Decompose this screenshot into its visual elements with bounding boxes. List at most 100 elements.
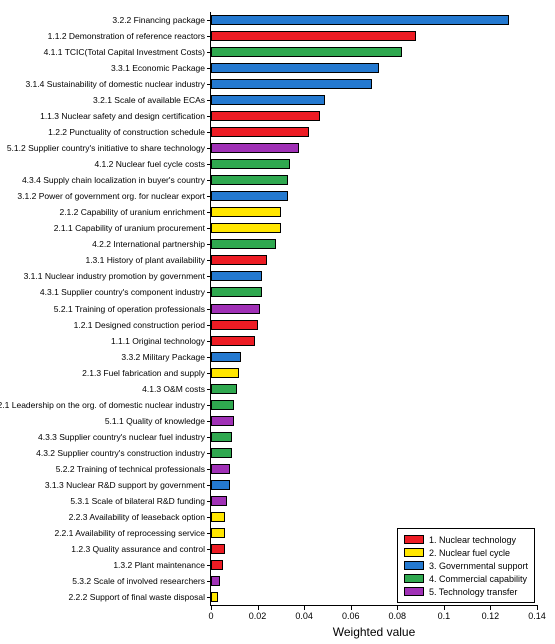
bar-label: 2.2.1 Availability of reprocessing servi… <box>54 529 211 538</box>
bar-label: 2.2.2 Support of final waste disposal <box>68 593 211 602</box>
bar-label: 1.2.2 Punctuality of construction schedu… <box>48 128 211 137</box>
bar <box>211 544 225 554</box>
bar-row: 4.1.1 TCIC(Total Capital Investment Cost… <box>211 45 537 59</box>
bar-row: 4.3.2 Supplier country's construction in… <box>211 446 537 460</box>
bar <box>211 15 509 25</box>
bar <box>211 31 416 41</box>
bar <box>211 560 223 570</box>
bar <box>211 111 320 121</box>
x-tick-label: 0.06 <box>342 611 360 621</box>
bar <box>211 191 288 201</box>
bar-row: 2.1.2 Capability of uranium enrichment <box>211 205 537 219</box>
bar-row: 1.2.2 Punctuality of construction schedu… <box>211 125 537 139</box>
bar-label: 1.1.2 Demonstration of reference reactor… <box>48 32 211 41</box>
bar-label: 4.2.2 International partnership <box>92 240 211 249</box>
bar-label: 3.2.2 Financing package <box>112 16 211 25</box>
bar <box>211 207 281 217</box>
bar-label: 4.3.2 Supplier country's construction in… <box>36 448 211 457</box>
bar-label: 3.1.3 Nuclear R&D support by government <box>45 481 211 490</box>
bar-label: 4.1.3 O&M costs <box>142 384 211 393</box>
bar-row: 4.3.4 Supply chain localization in buyer… <box>211 173 537 187</box>
bar-label: 3.2.1 Scale of available ECAs <box>93 96 211 105</box>
bar-label: 4.1.2 Nuclear fuel cycle costs <box>94 160 211 169</box>
x-tick-label: 0.02 <box>249 611 267 621</box>
x-tick <box>211 605 212 610</box>
bar-row: 2.1.3 Fuel fabrication and supply <box>211 366 537 380</box>
bar <box>211 592 218 602</box>
x-tick <box>397 605 398 610</box>
bar-row: 4.2.2 International partnership <box>211 237 537 251</box>
bar-row: 3.3.1 Economic Package <box>211 61 537 75</box>
bar <box>211 271 262 281</box>
bar-label: 1.3.1 History of plant availability <box>85 256 211 265</box>
x-tick-label: 0.08 <box>389 611 407 621</box>
bar-row: 5.3.2 Scale of involved researchers <box>211 574 537 588</box>
bar-row: 1.3.2 Plant maintenance <box>211 558 537 572</box>
bar <box>211 95 325 105</box>
bar-row: 4.2.1 Leadership on the org. of domestic… <box>211 398 537 412</box>
bar <box>211 239 276 249</box>
bar <box>211 175 288 185</box>
bar-label: 4.3.4 Supply chain localization in buyer… <box>22 176 211 185</box>
bar <box>211 432 232 442</box>
x-tick <box>304 605 305 610</box>
bar <box>211 384 237 394</box>
bar <box>211 576 220 586</box>
x-tick-label: 0.1 <box>438 611 451 621</box>
weighted-value-bar-chart: Weighted value 1. Nuclear technology2. N… <box>210 12 537 606</box>
bar-row: 1.1.3 Nuclear safety and design certific… <box>211 109 537 123</box>
bar-label: 4.3.3 Supplier country's nuclear fuel in… <box>38 432 211 441</box>
bar-row: 4.3.3 Supplier country's nuclear fuel in… <box>211 430 537 444</box>
bar-label: 5.2.2 Training of technical professional… <box>56 465 211 474</box>
bar-label: 1.3.2 Plant maintenance <box>113 561 211 570</box>
bar-row: 5.2.1 Training of operation professional… <box>211 302 537 316</box>
bar <box>211 496 227 506</box>
bar-row: 2.2.1 Availability of reprocessing servi… <box>211 526 537 540</box>
bar-label: 5.1.2 Supplier country's initiative to s… <box>7 144 211 153</box>
bar-label: 1.2.1 Designed construction period <box>74 320 211 329</box>
x-tick-label: 0 <box>208 611 213 621</box>
bar-label: 5.3.2 Scale of involved researchers <box>72 577 211 586</box>
bar <box>211 400 234 410</box>
bar-label: 3.1.4 Sustainability of domestic nuclear… <box>25 80 211 89</box>
bar-row: 2.2.3 Availability of leaseback option <box>211 510 537 524</box>
bar <box>211 143 299 153</box>
bar-row: 5.1.2 Supplier country's initiative to s… <box>211 141 537 155</box>
bar-row: 5.2.2 Training of technical professional… <box>211 462 537 476</box>
bar-label: 2.1.3 Fuel fabrication and supply <box>82 368 211 377</box>
bar-label: 4.2.1 Leadership on the org. of domestic… <box>0 400 211 409</box>
bar-label: 3.1.2 Power of government org. for nucle… <box>17 192 211 201</box>
bar-row: 1.1.2 Demonstration of reference reactor… <box>211 29 537 43</box>
bar-row: 3.2.1 Scale of available ECAs <box>211 93 537 107</box>
bar-label: 1.1.1 Original technology <box>111 336 211 345</box>
bar-row: 1.2.1 Designed construction period <box>211 318 537 332</box>
x-axis-label: Weighted value <box>333 625 416 639</box>
bar-label: 5.1.1 Quality of knowledge <box>105 416 211 425</box>
bar-row: 5.3.1 Scale of bilateral R&D funding <box>211 494 537 508</box>
bar-row: 2.1.1 Capability of uranium procurement <box>211 221 537 235</box>
bar-label: 3.3.1 Economic Package <box>111 64 211 73</box>
bar-row: 3.2.2 Financing package <box>211 13 537 27</box>
x-tick-label: 0.14 <box>528 611 546 621</box>
bar-label: 5.2.1 Training of operation professional… <box>54 304 211 313</box>
bar <box>211 480 230 490</box>
x-tick <box>537 605 538 610</box>
bar <box>211 223 281 233</box>
bar <box>211 63 379 73</box>
bar <box>211 79 372 89</box>
bar-row: 5.1.1 Quality of knowledge <box>211 414 537 428</box>
bar-label: 1.1.3 Nuclear safety and design certific… <box>40 112 211 121</box>
bar <box>211 336 255 346</box>
bar-row: 3.1.4 Sustainability of domestic nuclear… <box>211 77 537 91</box>
bar-label: 2.2.3 Availability of leaseback option <box>69 513 211 522</box>
bar-label: 3.3.2 Military Package <box>121 352 211 361</box>
x-tick <box>258 605 259 610</box>
bar <box>211 287 262 297</box>
x-tick-label: 0.04 <box>295 611 313 621</box>
bar-row: 4.3.1 Supplier country's component indus… <box>211 285 537 299</box>
bar <box>211 352 241 362</box>
bar-row: 4.1.3 O&M costs <box>211 382 537 396</box>
x-tick <box>490 605 491 610</box>
bar-label: 3.1.1 Nuclear industry promotion by gove… <box>24 272 211 281</box>
bar-label: 1.2.3 Quality assurance and control <box>71 545 211 554</box>
